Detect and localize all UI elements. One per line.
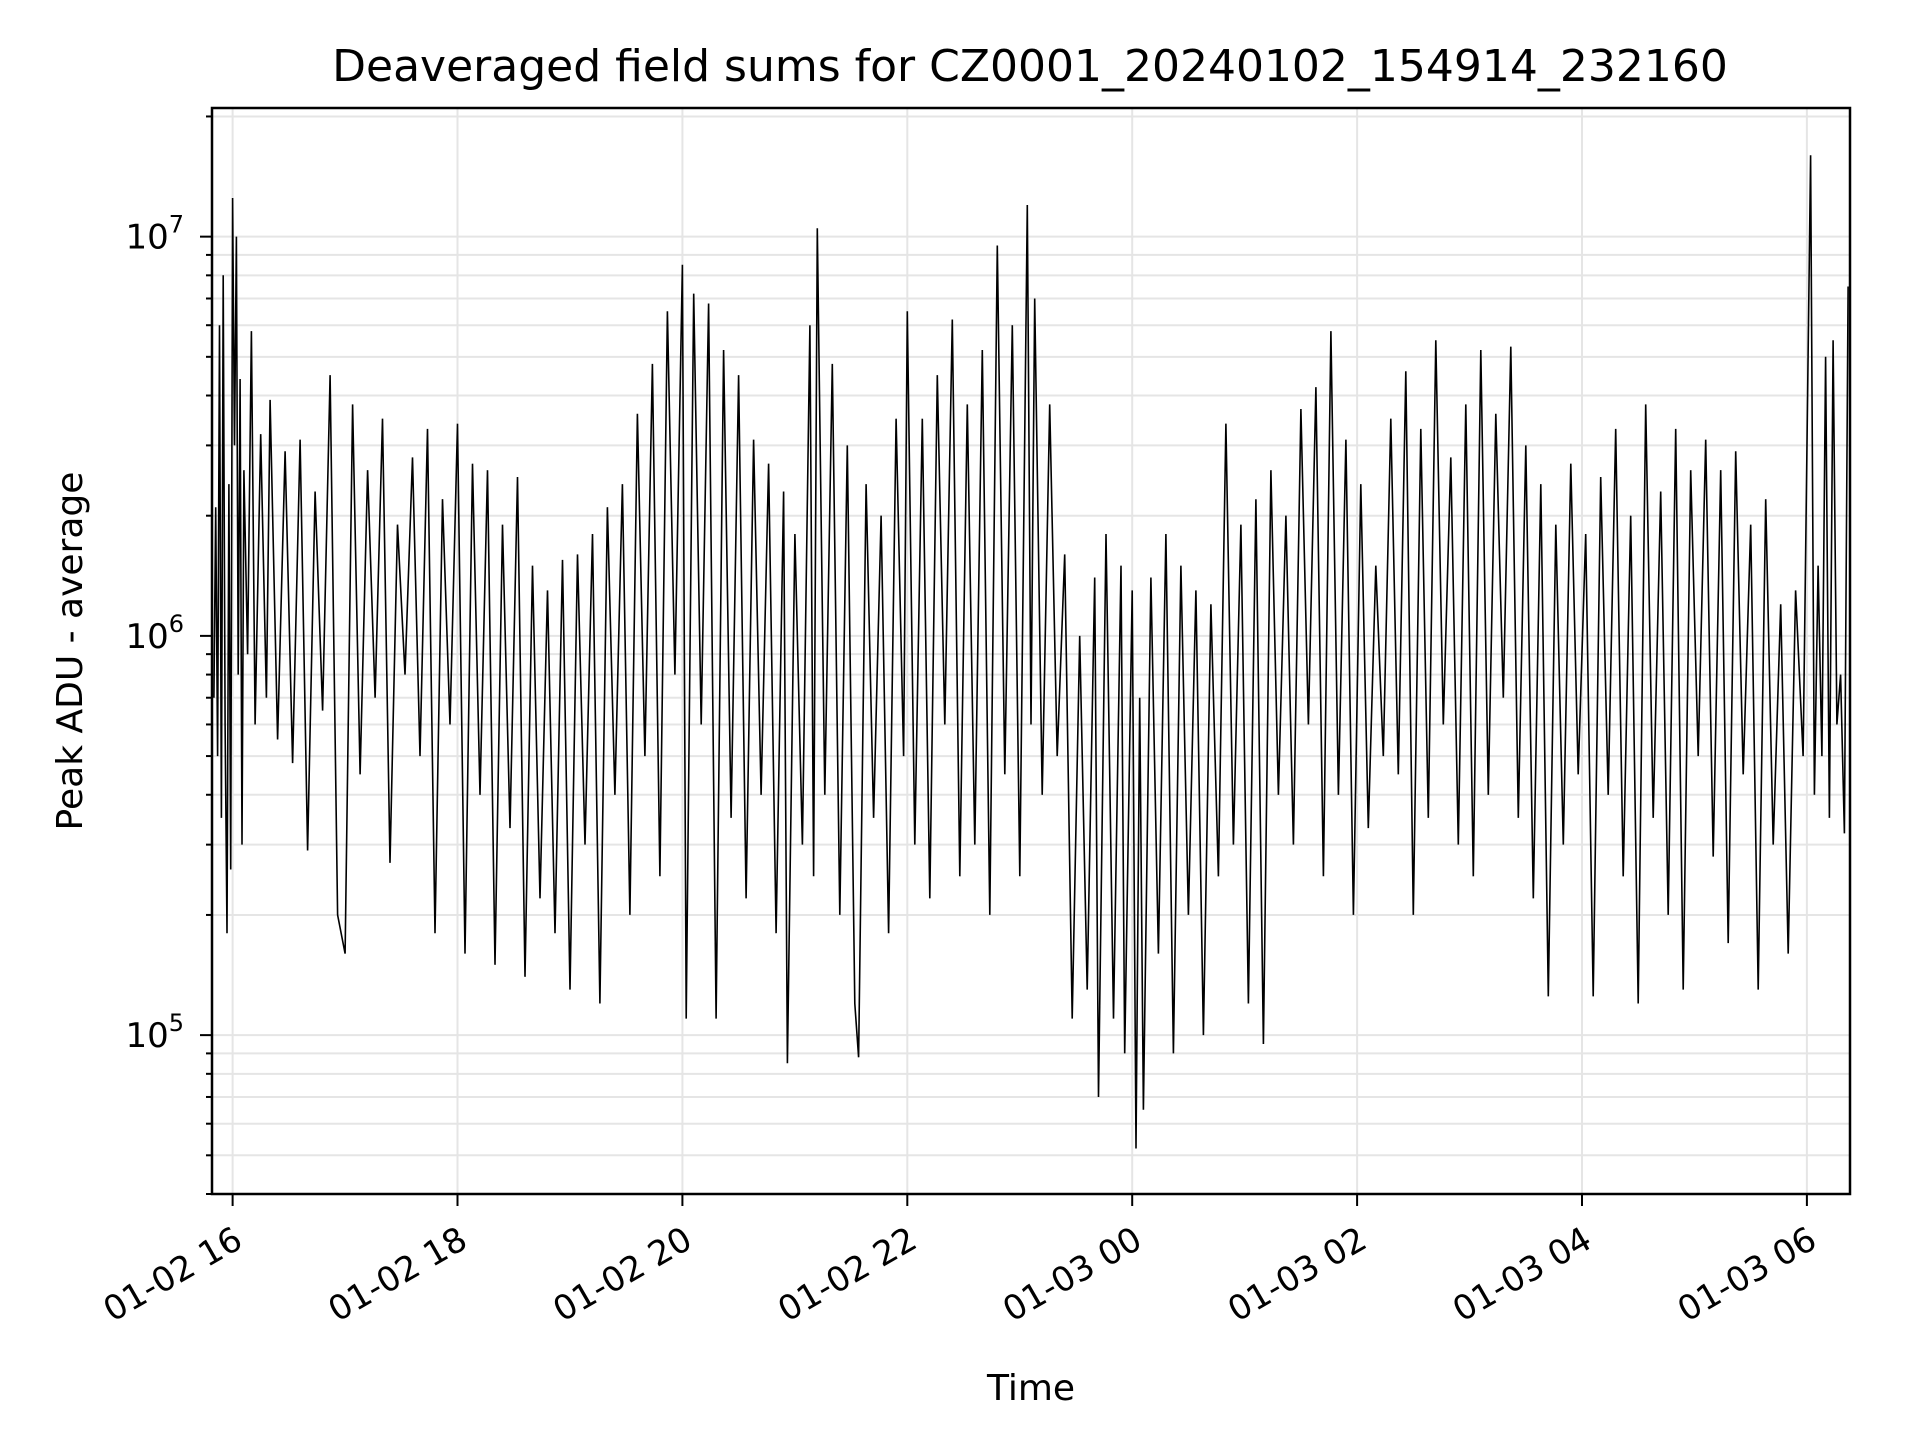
data-series — [213, 155, 1849, 1149]
y-tick-exponent: 5 — [169, 1009, 184, 1037]
chart-title: Deaveraged field sums for CZ0001_2024010… — [332, 41, 1728, 92]
y-tick-base: 10 — [125, 617, 168, 657]
x-axis-label: Time — [986, 1368, 1075, 1409]
y-tick-label: 107 — [125, 211, 184, 258]
y-tick-label: 105 — [125, 1009, 184, 1056]
y-tick-base: 10 — [125, 218, 168, 258]
y-tick-exponent: 7 — [169, 211, 184, 239]
plot-frame — [210, 106, 1852, 1196]
y-tick-base: 10 — [125, 1016, 168, 1056]
series-line — [213, 155, 1849, 1149]
y-tick-exponent: 6 — [169, 610, 184, 638]
y-axis-label: Peak ADU - average — [50, 472, 91, 831]
y-tick-label: 106 — [125, 610, 184, 657]
